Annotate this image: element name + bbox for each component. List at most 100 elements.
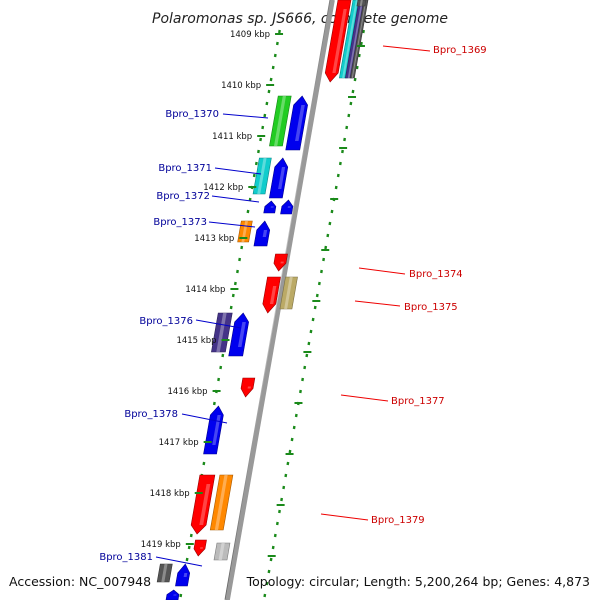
gene-arrow-shine [280, 261, 284, 264]
gene-arrow-shine [270, 206, 274, 208]
left-ruler-dot [229, 305, 233, 310]
gene-arrow [165, 589, 180, 601]
right-ruler-dot [273, 533, 277, 538]
kbp-label: 1417 kbp [159, 438, 199, 448]
cog-block-shine [351, 0, 367, 78]
left-ruler-dot [187, 545, 191, 550]
gene-arrow-shine [247, 386, 251, 389]
kbp-label: 1418 kbp [150, 489, 190, 499]
topology-text: Topology: circular; Length: 5,200,264 bp… [246, 574, 590, 589]
left-ruler-dot [254, 161, 258, 166]
genome-backbone [224, 0, 335, 601]
right-ruler-dot [301, 377, 305, 382]
right-ruler-dot [345, 125, 349, 130]
gene-arrow [280, 199, 294, 215]
left-ruler-dot [261, 125, 265, 130]
right-ruler-dot [343, 137, 347, 142]
left-ruler-dot [236, 269, 239, 274]
right-ruler-dot [349, 101, 353, 106]
right-ruler-dot [292, 425, 296, 430]
gene-label-leader [358, 267, 406, 275]
gene-arrow-shine [212, 415, 221, 445]
right-ruler-dot [355, 65, 359, 70]
gene-arrow-shine [173, 594, 177, 596]
left-ruler-dot [265, 101, 269, 106]
gene-features [156, 0, 369, 601]
left-ruler-dot [231, 293, 235, 298]
left-ruler-dot [252, 173, 256, 178]
gene-label: Bpro_1377 [391, 396, 445, 407]
right-ruler-dot [315, 293, 319, 298]
cog-block-shine [216, 313, 227, 352]
right-ruler-dot [328, 221, 332, 226]
left-ruler-dot [179, 593, 183, 598]
gene-label-leader [208, 221, 256, 228]
right-ruler-dot [294, 413, 298, 418]
cog-block-shine [218, 543, 225, 560]
right-ruler-dot [288, 449, 292, 454]
kbp-label: 1411 kbp [212, 132, 252, 142]
right-ruler-dot [347, 113, 351, 118]
right-ruler-dot [334, 185, 338, 190]
gene-label: Bpro_1378 [124, 409, 178, 420]
left-ruler-dot [269, 77, 273, 82]
left-ruler-dot [202, 461, 206, 466]
right-ruler-dot [269, 557, 273, 562]
right-ruler-dot [271, 545, 275, 550]
kbp-label: 1410 kbp [221, 81, 261, 91]
gene-arrow-shine [200, 547, 204, 549]
left-ruler-dot [246, 209, 250, 214]
gene-arrow-shine [183, 573, 188, 577]
gene-label-leader [320, 513, 369, 521]
right-ruler-dot [320, 269, 323, 274]
gene-arrow [228, 312, 249, 357]
left-ruler-dot [189, 533, 193, 538]
left-ruler-dot [263, 113, 267, 118]
gene-arrow-shine [295, 105, 305, 141]
gene-label: Bpro_1372 [156, 191, 210, 202]
gene-arrow [175, 563, 191, 587]
gene-label: Bpro_1379 [371, 515, 425, 526]
kbp-label: 1416 kbp [168, 387, 208, 397]
right-ruler-dot [263, 593, 267, 598]
gene-label-leader [222, 113, 269, 119]
left-ruler-dot [217, 377, 221, 382]
gene-label: Bpro_1369 [433, 45, 487, 56]
cog-block-shine [257, 158, 267, 194]
gene-label: Bpro_1376 [139, 316, 193, 327]
right-ruler-dot [282, 485, 286, 490]
right-ruler-dot [353, 77, 357, 82]
gene-label-leader [354, 300, 401, 307]
left-ruler-dot [257, 149, 260, 154]
cog-block-shine [161, 564, 168, 582]
gene-label: Bpro_1371 [158, 163, 212, 174]
gene-arrow-shine [269, 286, 277, 304]
right-ruler-dot [326, 233, 330, 238]
gene-label-leader [340, 394, 389, 402]
cog-block-shine [214, 475, 228, 530]
right-ruler-dot [336, 173, 340, 178]
right-ruler-dot [341, 149, 344, 154]
gene-arrow [268, 157, 289, 199]
cog-block-shine [347, 0, 364, 78]
right-ruler-dot [267, 569, 271, 574]
right-ruler-dot [317, 281, 321, 286]
kbp-label: 1409 kbp [230, 30, 270, 40]
accession-text: Accession: NC_007948 [9, 574, 151, 589]
gene-arrow [253, 220, 271, 247]
kbp-label: 1412 kbp [203, 183, 243, 193]
gene-label-leader [181, 413, 228, 424]
right-ruler-dot [284, 473, 288, 478]
right-ruler-dot [278, 509, 281, 514]
gene-label-leader [214, 167, 262, 175]
right-ruler-dot [265, 581, 269, 586]
gene-arrow-shine [262, 230, 268, 237]
left-ruler-dot [259, 137, 263, 142]
right-ruler-track [263, 29, 365, 598]
cog-block-shine [342, 0, 358, 78]
right-ruler-dot [313, 305, 317, 310]
right-ruler-dot [330, 209, 334, 214]
right-ruler-dot [299, 389, 302, 394]
